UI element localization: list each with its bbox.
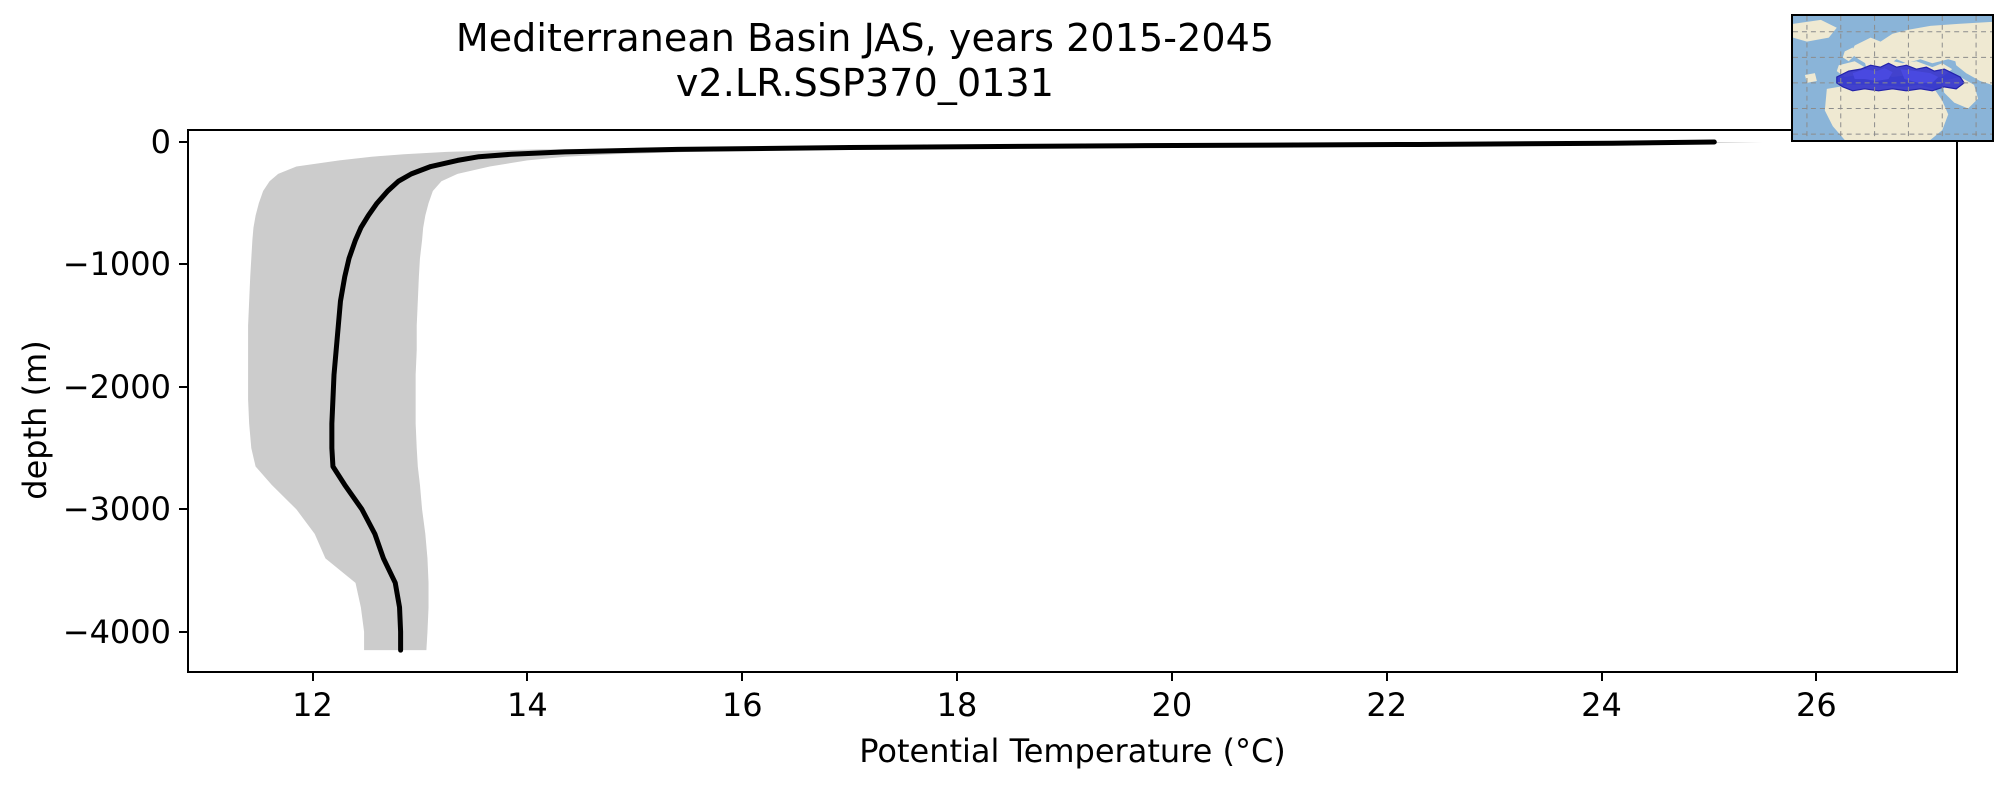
x-tick-mark xyxy=(1815,673,1818,681)
x-tick-mark xyxy=(1170,673,1173,681)
inset-map-svg xyxy=(1793,16,1992,140)
y-tick-mark xyxy=(179,385,187,388)
chart-title-line-1: Mediterranean Basin JAS, years 2015-2045 xyxy=(455,16,1275,60)
mean-profile-line xyxy=(329,139,1717,653)
x-tick-label: 18 xyxy=(936,686,978,724)
mediterranean-highlight xyxy=(1836,62,1965,92)
y-tick-mark xyxy=(179,263,187,266)
x-tick-label: 20 xyxy=(1151,686,1193,724)
chart-title-line-2: v2.LR.SSP370_0131 xyxy=(675,60,1055,105)
x-tick-label: 26 xyxy=(1795,686,1837,724)
y-axis-label: depth (m) xyxy=(16,340,54,500)
x-tick-mark xyxy=(311,673,314,681)
region-inset-map xyxy=(1791,14,1994,142)
spread-band xyxy=(248,142,1763,651)
x-tick-label: 12 xyxy=(292,686,333,724)
x-tick-mark xyxy=(1385,673,1388,681)
profile-plot-svg xyxy=(248,139,1763,653)
y-tick-label: 0 xyxy=(150,123,171,162)
y-tick-mark xyxy=(179,630,187,633)
x-tick-label: 16 xyxy=(721,686,763,724)
x-tick-mark xyxy=(741,673,744,681)
map-gridlines xyxy=(1793,16,1992,140)
y-tick-label: −1000 xyxy=(62,245,171,284)
x-tick-label: 24 xyxy=(1581,686,1622,724)
x-tick-mark xyxy=(526,673,529,681)
x-tick-label: 14 xyxy=(507,686,548,724)
y-tick-mark xyxy=(179,141,187,144)
y-tick-label: −2000 xyxy=(62,367,171,406)
y-tick-label: −3000 xyxy=(62,490,171,529)
x-tick-mark xyxy=(1600,673,1603,681)
chart-title: Mediterranean Basin JAS, years 2015-2045… xyxy=(0,16,1730,106)
plot-area xyxy=(187,129,1958,673)
x-tick-label: 22 xyxy=(1366,686,1408,724)
x-tick-mark xyxy=(956,673,959,681)
y-tick-mark xyxy=(179,508,187,511)
x-axis-label: Potential Temperature (°C) xyxy=(859,732,1286,770)
y-tick-label: −4000 xyxy=(62,612,171,651)
